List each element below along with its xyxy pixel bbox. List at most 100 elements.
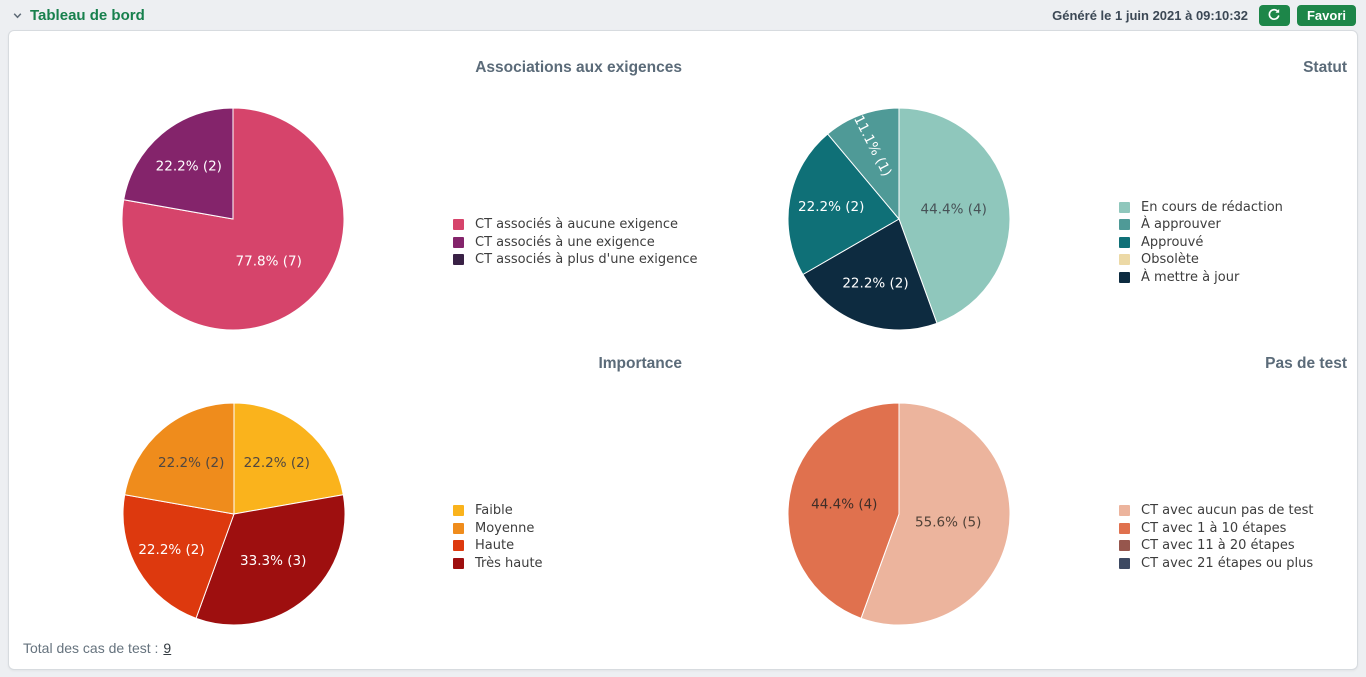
chart-title: Importance: [598, 355, 682, 372]
legend-item[interactable]: CT avec 1 à 10 étapes: [1119, 520, 1314, 538]
legend-item[interactable]: CT avec 21 étapes ou plus: [1119, 555, 1314, 573]
pie-slice-label: 44.4% (4): [921, 201, 987, 217]
dashboard-card: Associations aux exigences 77.8% (7) 22.2…: [8, 30, 1358, 670]
legend-label: À mettre à jour: [1141, 269, 1240, 285]
legend-swatch: [1119, 522, 1130, 534]
legend-item[interactable]: Très haute: [453, 555, 543, 573]
legend-swatch: [453, 254, 464, 265]
legend-item[interactable]: À approuver: [1119, 216, 1283, 234]
legend-swatch: [453, 219, 464, 230]
legend-swatch: [1119, 271, 1130, 283]
chart-section-associations: Associations aux exigences 77.8% (7) 22.2…: [9, 31, 698, 353]
pie-slice[interactable]: [787, 133, 900, 276]
pie-slice-label: 33.3% (3): [240, 553, 306, 569]
legend-label: Moyenne: [475, 520, 535, 536]
top-bar-actions: Généré le 1 juin 2021 à 09:10:32 Favori: [1052, 4, 1356, 26]
pie-slice-label: 55.6% (5): [915, 515, 981, 531]
legend-label: Très haute: [475, 555, 543, 571]
total-test-cases: Total des cas de test :9: [23, 640, 171, 656]
chart-legend: En cours de rédaction À approuver Approuvé…: [1119, 198, 1283, 286]
page-title: Tableau de bord: [30, 6, 145, 24]
pie-slice-label: 22.2% (2): [798, 199, 864, 215]
chart-legend: Faible Moyenne Haute Très haute: [453, 502, 543, 572]
pie-slice[interactable]: [826, 107, 900, 221]
legend-swatch: [453, 522, 464, 534]
total-label: Total des cas de test :: [23, 640, 159, 656]
legend-item[interactable]: Haute: [453, 537, 543, 555]
legend-label: En cours de rédaction: [1141, 199, 1283, 215]
pie-slice-label: 22.2% (2): [156, 158, 222, 174]
legend-item[interactable]: CT associés à plus d'une exigence: [453, 251, 698, 269]
pie-slice[interactable]: [233, 402, 344, 515]
chart-section-statut: Statut 44.4% (4) 22.2% (2) 22.2% (2) 11.1% …: [684, 31, 1359, 353]
legend-item[interactable]: Approuvé: [1119, 233, 1283, 251]
legend-swatch: [1119, 557, 1130, 569]
pie-slice[interactable]: [195, 494, 346, 626]
pie-slice[interactable]: [124, 402, 235, 515]
chart-legend: CT associés à aucune exigence CT associés…: [453, 216, 698, 269]
legend-swatch: [1119, 540, 1130, 552]
chart-title: Pas de test: [1265, 355, 1347, 372]
legend-label: CT associés à une exigence: [475, 234, 655, 250]
pie-slice[interactable]: [787, 402, 900, 619]
legend-item[interactable]: CT associés à une exigence: [453, 233, 698, 251]
legend-item[interactable]: À mettre à jour: [1119, 268, 1283, 286]
legend-label: Haute: [475, 538, 515, 554]
legend-swatch: [1119, 236, 1130, 248]
legend-label: CT avec 11 à 20 étapes: [1141, 538, 1295, 554]
legend-swatch: [453, 540, 464, 552]
chart-section-pas-de-test: Pas de test 55.6% (5) 44.4% (4) CT avec a…: [684, 353, 1359, 647]
legend-label: CT avec 21 étapes ou plus: [1141, 555, 1314, 571]
pie-slice[interactable]: [122, 494, 235, 619]
dashboard-collapse-toggle[interactable]: Tableau de bord: [12, 7, 145, 24]
pie-slice-label: 22.2% (2): [842, 276, 908, 292]
chart-title: Statut: [1303, 59, 1347, 76]
legend-swatch: [1119, 219, 1130, 230]
legend-label: À approuver: [1141, 217, 1221, 232]
pie-chart: 77.8% (7) 22.2% (2): [121, 107, 345, 331]
legend-label: Approuvé: [1141, 234, 1204, 250]
legend-swatch: [453, 557, 464, 569]
chevron-down-icon: [13, 12, 22, 18]
pie-slice-label: 22.2% (2): [158, 455, 224, 471]
total-count-link[interactable]: 9: [163, 640, 172, 656]
pie-slice-label: 44.4% (4): [811, 496, 877, 512]
legend-label: CT avec aucun pas de test: [1141, 503, 1314, 519]
pie-chart: 55.6% (5) 44.4% (4): [787, 402, 1011, 626]
pie-chart: 44.4% (4) 22.2% (2) 22.2% (2) 11.1% (1): [787, 107, 1011, 331]
legend-swatch: [1119, 505, 1130, 517]
pie-slice[interactable]: [898, 107, 1011, 324]
pie-chart-svg: 77.8% (7) 22.2% (2): [121, 107, 345, 331]
legend-label: Faible: [475, 503, 513, 519]
generated-timestamp: Généré le 1 juin 2021 à 09:10:32: [1052, 7, 1248, 23]
chart-title: Associations aux exigences: [475, 59, 682, 76]
pie-chart-svg: 44.4% (4)22.2% (2)22.2% (2)11.1% (1): [787, 107, 1011, 331]
pie-slice-label: 22.2% (2): [138, 542, 204, 558]
legend-label: CT associés à aucune exigence: [475, 217, 679, 232]
chart-legend: CT avec aucun pas de test CT avec 1 à 10 …: [1119, 502, 1314, 572]
pie-slice[interactable]: [860, 402, 1011, 626]
legend-item[interactable]: Moyenne: [453, 520, 543, 538]
chart-section-importance: Importance 22.2% (2) 33.3% (3) 22.2% (2) 22…: [9, 353, 684, 647]
legend-label: CT avec 1 à 10 étapes: [1141, 520, 1287, 536]
legend-item[interactable]: CT avec aucun pas de test: [1119, 502, 1314, 520]
pie-chart-svg: 22.2% (2) 33.3% (3) 22.2% (2) 22.2% (2): [122, 402, 346, 626]
pie-chart: 22.2% (2) 33.3% (3) 22.2% (2) 22.2% (2): [122, 402, 346, 626]
top-bar: Tableau de bord Généré le 1 juin 2021 à …: [0, 0, 1366, 30]
legend-item[interactable]: CT avec 11 à 20 étapes: [1119, 537, 1314, 555]
favorite-button[interactable]: Favori: [1296, 4, 1356, 26]
legend-label: CT associés à plus d'une exigence: [475, 252, 698, 267]
legend-swatch: [453, 505, 464, 517]
pie-slice-label: 77.8% (7): [236, 254, 302, 270]
legend-swatch: [1119, 201, 1130, 213]
pie-chart-svg: 55.6% (5) 44.4% (4): [787, 402, 1011, 626]
legend-item[interactable]: Faible: [453, 502, 543, 520]
legend-swatch: [453, 236, 464, 248]
pie-slice[interactable]: [123, 107, 234, 220]
legend-item[interactable]: En cours de rédaction: [1119, 198, 1283, 216]
refresh-button[interactable]: [1258, 4, 1290, 26]
legend-item[interactable]: CT associés à aucune exigence: [453, 216, 698, 234]
pie-slice[interactable]: [802, 218, 938, 331]
pie-slice-label: 22.2% (2): [244, 455, 310, 471]
legend-item[interactable]: Obsolète: [1119, 251, 1283, 269]
